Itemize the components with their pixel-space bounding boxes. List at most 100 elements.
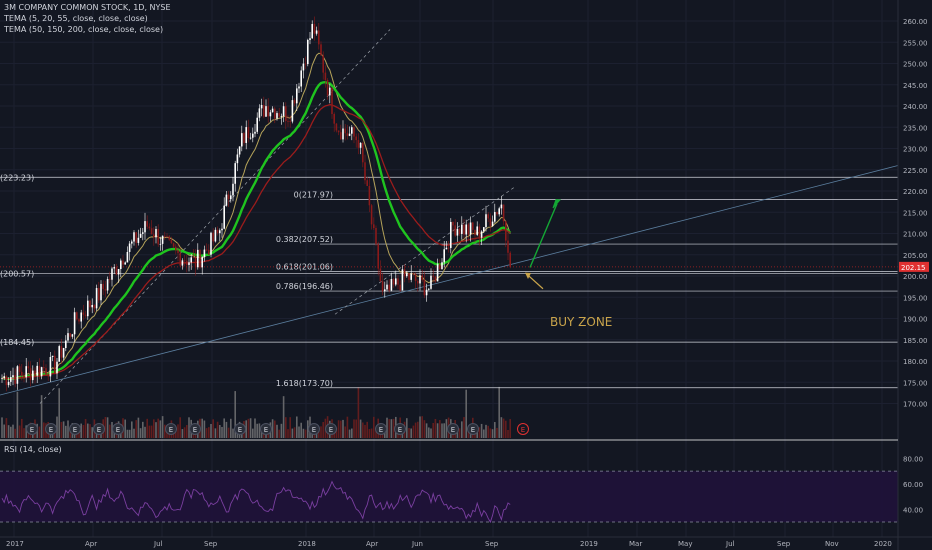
candle-body <box>150 228 153 235</box>
earnings-marker <box>517 423 529 435</box>
earnings-marker-label: E <box>30 426 34 434</box>
volume-bar <box>386 417 388 438</box>
price-tick-label: 210.00 <box>903 231 928 239</box>
time-tick-label: 2017 <box>6 540 24 548</box>
buy-arrow-head <box>525 272 531 279</box>
candle-body <box>324 72 327 81</box>
candle-body <box>364 162 366 181</box>
candle-body <box>443 249 445 263</box>
candle-body <box>452 221 454 226</box>
candle-body <box>60 346 63 358</box>
candle-body <box>91 304 93 308</box>
candle-body <box>179 253 181 266</box>
price-tick-label: 215.00 <box>903 209 928 217</box>
volume-bar <box>285 417 287 438</box>
volume-bar <box>260 429 263 438</box>
volume-bar <box>373 416 375 438</box>
earnings-marker-label: E <box>73 426 77 434</box>
volume-bar <box>12 424 14 438</box>
candle-body <box>45 368 47 375</box>
volume-bar <box>287 429 289 438</box>
volume-bar <box>225 421 228 438</box>
candle-body <box>397 278 399 285</box>
candle-body <box>95 288 98 309</box>
candle-body <box>161 235 164 244</box>
volume-bar <box>342 419 344 438</box>
candle-body <box>463 224 465 235</box>
candle-body <box>487 214 489 219</box>
candle-body <box>406 273 408 277</box>
volume-bar <box>362 422 364 438</box>
last-price-tag <box>899 261 929 272</box>
candle-body <box>10 377 12 382</box>
volume-bar <box>428 427 430 438</box>
earnings-marker <box>325 423 337 435</box>
volume-bar <box>62 421 65 438</box>
volume-bar <box>106 417 109 438</box>
candle-body <box>216 229 219 234</box>
volume-bar <box>247 418 250 438</box>
volume-bar <box>179 417 181 438</box>
candle-body <box>199 249 201 268</box>
tema-slow-line <box>1 103 511 380</box>
candle-body <box>337 130 340 133</box>
volume-bar <box>443 423 445 438</box>
rsi-line <box>1 480 511 524</box>
candle-body <box>254 131 256 134</box>
candle-body <box>285 106 287 121</box>
candle-body <box>399 284 401 291</box>
candle-body <box>109 279 111 280</box>
candle-body <box>278 113 280 117</box>
candle-body <box>245 127 247 143</box>
volume-bar <box>500 417 503 438</box>
candle-body <box>124 262 126 265</box>
volume-bar <box>142 421 144 438</box>
candle-body <box>29 368 32 381</box>
rsi-band <box>0 471 898 522</box>
volume-bar <box>148 425 151 438</box>
candle-body <box>362 142 364 163</box>
volume-bar <box>298 426 300 438</box>
volume-bar <box>344 426 346 438</box>
time-tick-label: Sep <box>777 540 791 548</box>
volume-bar <box>230 418 232 438</box>
buy-arrow-shaft <box>526 273 544 290</box>
volume-bar <box>84 419 87 438</box>
tema-mid-line <box>1 80 512 381</box>
time-tick-label: 2018 <box>298 540 316 548</box>
candle-body <box>65 340 67 349</box>
candle-body <box>263 104 265 117</box>
earnings-marker-label: E <box>471 426 475 434</box>
price-tick-label: 205.00 <box>903 252 928 260</box>
candle-body <box>93 304 96 309</box>
volume-bar <box>436 423 439 438</box>
candle-body <box>144 221 146 233</box>
volume-bar <box>392 418 395 438</box>
volume-bar <box>296 416 298 438</box>
candle-body <box>49 356 52 377</box>
volume-bar <box>124 419 126 438</box>
candle-body <box>465 224 467 235</box>
volume-bar <box>410 428 412 438</box>
volume-bar <box>164 424 166 438</box>
candle-body <box>311 23 313 39</box>
time-tick-label: 2019 <box>580 540 598 548</box>
volume-bar <box>150 425 153 438</box>
volume-bar <box>502 418 505 438</box>
candle-body <box>390 279 393 291</box>
candle-body <box>373 224 375 228</box>
candle-body <box>47 374 49 377</box>
candle-body <box>423 279 426 296</box>
volume-bar <box>489 428 492 438</box>
candle-body <box>500 204 503 209</box>
candle-body <box>252 133 254 138</box>
earnings-marker-label: E <box>398 426 402 434</box>
time-tick-label: Apr <box>366 540 378 548</box>
volume-bar <box>417 421 419 438</box>
candle-body <box>139 233 142 238</box>
price-tick-label: 240.00 <box>903 103 928 111</box>
candle-body <box>23 375 25 378</box>
volume-bar <box>58 388 60 438</box>
